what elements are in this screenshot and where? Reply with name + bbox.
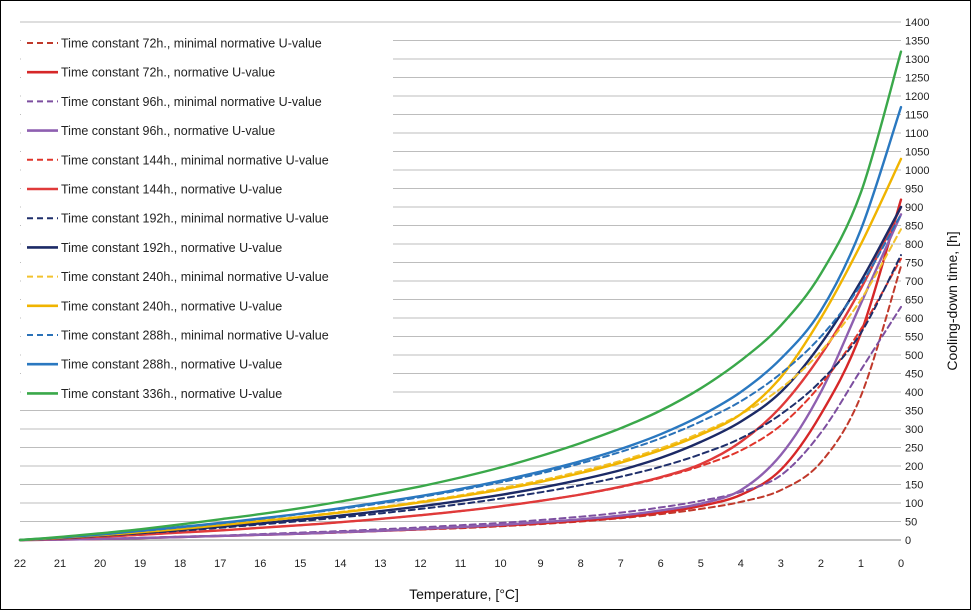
x-tick-label: 16 bbox=[254, 558, 266, 570]
y-tick-label: 600 bbox=[905, 313, 923, 325]
y-tick-label: 800 bbox=[905, 239, 923, 251]
x-tick-label: 5 bbox=[698, 558, 704, 570]
y-tick-label: 650 bbox=[905, 295, 923, 307]
legend-label: Time constant 192h., normative U-value bbox=[61, 241, 282, 255]
legend-label: Time constant 144h., minimal normative U… bbox=[61, 153, 329, 167]
y-tick-label: 1200 bbox=[905, 91, 929, 103]
y-axis-title: Cooling-down time, [h] bbox=[944, 231, 960, 370]
x-tick-label: 6 bbox=[658, 558, 664, 570]
legend-label: Time constant 144h., normative U-value bbox=[61, 183, 282, 197]
x-tick-label: 1 bbox=[858, 558, 864, 570]
legend-label: Time constant 72h., normative U-value bbox=[61, 66, 275, 80]
y-tick-label: 1400 bbox=[905, 17, 929, 29]
y-tick-label: 1100 bbox=[905, 128, 929, 140]
y-tick-label: 550 bbox=[905, 332, 923, 344]
series-line bbox=[18, 205, 903, 542]
x-tick-label: 13 bbox=[374, 558, 386, 570]
legend-background bbox=[21, 29, 393, 403]
series-line bbox=[18, 105, 903, 542]
series-line bbox=[18, 157, 903, 542]
x-tick-label: 15 bbox=[294, 558, 306, 570]
x-tick-label: 2 bbox=[818, 558, 824, 570]
x-tick-label: 8 bbox=[578, 558, 584, 570]
legend-label: Time constant 96h., normative U-value bbox=[61, 124, 275, 138]
legend-label: Time constant 240h., normative U-value bbox=[61, 299, 282, 313]
legend-label: Time constant 288h., minimal normative U… bbox=[61, 329, 329, 343]
legend-label: Time constant 192h., minimal normative U… bbox=[61, 212, 329, 226]
y-tick-label: 700 bbox=[905, 276, 923, 288]
series-line bbox=[18, 50, 903, 542]
y-tick-label: 400 bbox=[905, 387, 923, 399]
legend-label: Time constant 288h., normative U-value bbox=[61, 358, 282, 372]
y-tick-label: 300 bbox=[905, 424, 923, 436]
y-tick-label: 250 bbox=[905, 443, 923, 455]
series-line bbox=[18, 213, 903, 542]
series-layer bbox=[18, 50, 903, 542]
y-tick-label: 1300 bbox=[905, 54, 929, 66]
x-tick-label: 0 bbox=[898, 558, 904, 570]
x-tick-label: 9 bbox=[538, 558, 544, 570]
x-tick-labels: 22 21 20 19 18 17 16 15 14 13 12 11 10 9 8 7 6 5 4 3 2 1 0 bbox=[14, 558, 904, 570]
y-tick-label: 500 bbox=[905, 350, 923, 362]
x-tick-label: 14 bbox=[334, 558, 346, 570]
x-tick-label: 7 bbox=[618, 558, 624, 570]
x-tick-label: 17 bbox=[214, 558, 226, 570]
y-tick-label: 450 bbox=[905, 369, 923, 381]
x-tick-label: 22 bbox=[14, 558, 26, 570]
y-tick-label: 1000 bbox=[905, 165, 929, 177]
legend: Time constant 72h., minimal normative U-… bbox=[21, 29, 393, 403]
legend-label: Time constant 96h., minimal normative U-… bbox=[61, 95, 322, 109]
x-tick-label: 3 bbox=[778, 558, 784, 570]
y-tick-label: 1150 bbox=[905, 110, 929, 122]
x-tick-label: 18 bbox=[174, 558, 186, 570]
y-tick-label: 200 bbox=[905, 461, 923, 473]
y-tick-label: 1050 bbox=[905, 147, 929, 159]
y-tick-label: 50 bbox=[905, 517, 917, 529]
y-tick-label: 350 bbox=[905, 406, 923, 418]
y-tick-label: 750 bbox=[905, 258, 923, 270]
y-tick-label: 1250 bbox=[905, 73, 929, 85]
legend-label: Time constant 336h., normative U-value bbox=[61, 387, 282, 401]
x-tick-label: 20 bbox=[94, 558, 106, 570]
y-tick-labels: 0 50 100 150 200 250 300 350 400 450 500 550 600 650 7… bbox=[905, 17, 929, 547]
legend-label: Time constant 72h., minimal normative U-… bbox=[61, 37, 322, 51]
x-tick-label: 10 bbox=[494, 558, 506, 570]
x-axis-title: Temperature, [°C] bbox=[409, 586, 519, 602]
x-tick-label: 11 bbox=[455, 558, 466, 570]
x-tick-label: 19 bbox=[134, 558, 146, 570]
y-tick-label: 900 bbox=[905, 202, 923, 214]
x-tick-label: 12 bbox=[414, 558, 426, 570]
y-tick-label: 100 bbox=[905, 498, 923, 510]
x-tick-label: 21 bbox=[54, 558, 66, 570]
x-tick-label: 4 bbox=[738, 558, 744, 570]
legend-label: Time constant 240h., minimal normative U… bbox=[61, 270, 329, 284]
y-tick-label: 150 bbox=[905, 480, 923, 492]
y-tick-label: 850 bbox=[905, 221, 923, 233]
y-tick-label: 0 bbox=[905, 535, 911, 547]
y-tick-label: 950 bbox=[905, 184, 923, 196]
y-tick-label: 1350 bbox=[905, 36, 929, 48]
